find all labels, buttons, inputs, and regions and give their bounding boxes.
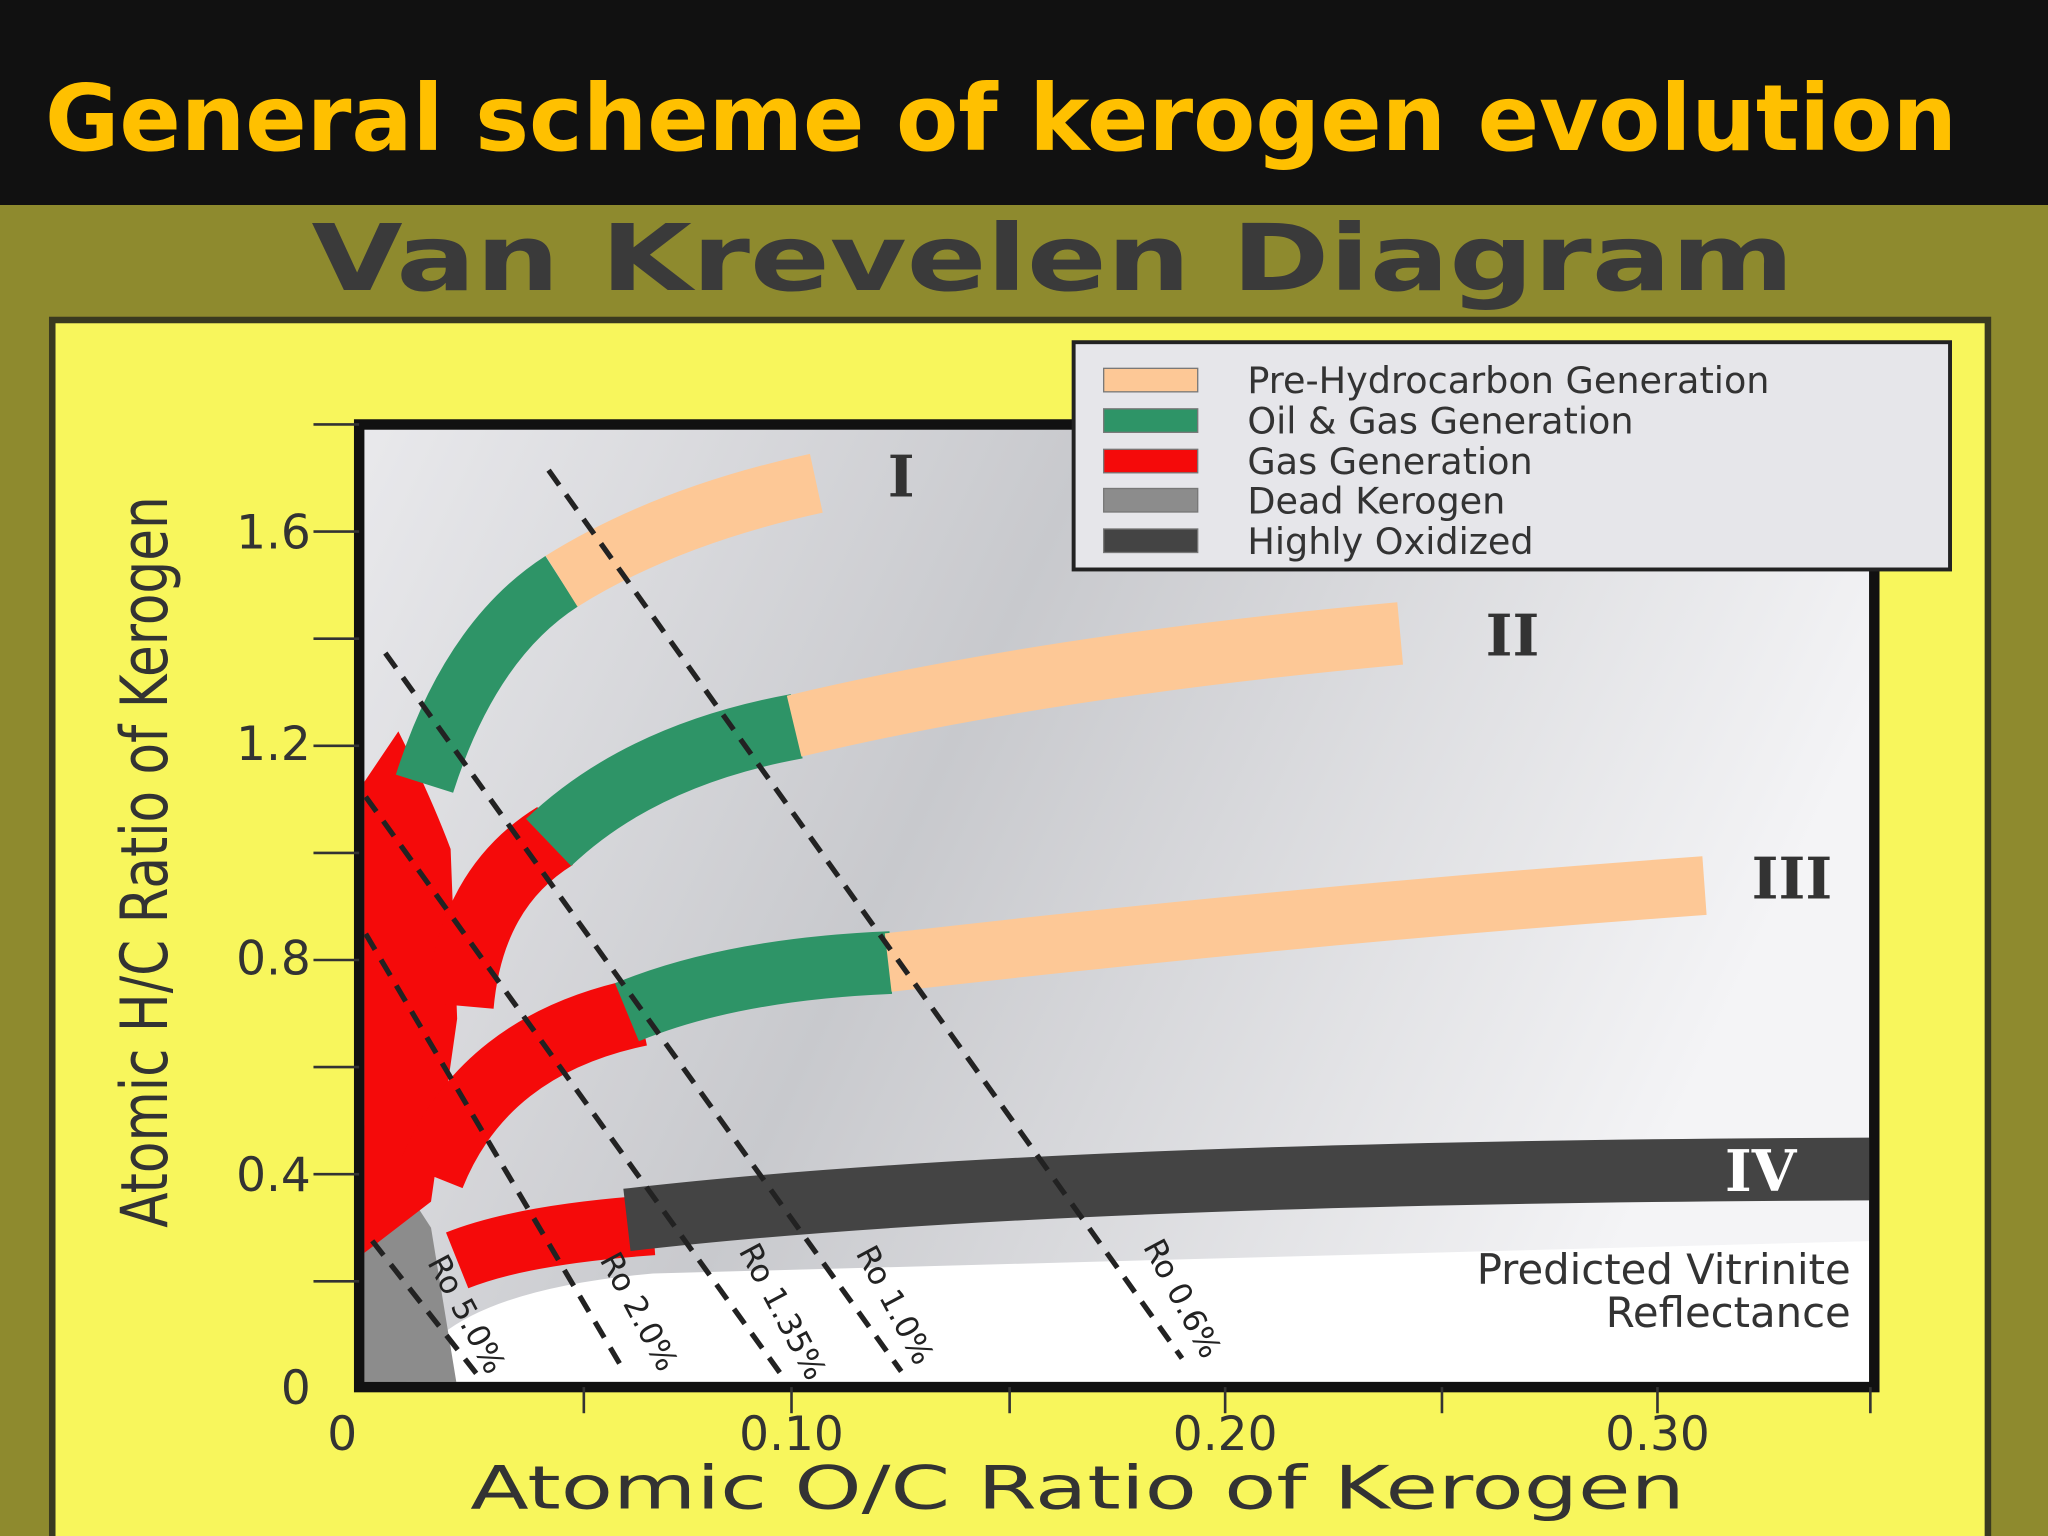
legend-swatch — [1103, 487, 1199, 513]
ro-line — [364, 932, 623, 1367]
y-tick-label: 0 — [281, 1361, 311, 1416]
y-tick-label: 0.8 — [236, 931, 311, 986]
gas-band — [399, 979, 648, 1189]
legend-label: Gas Generation — [1247, 440, 1532, 483]
y-tick-label: 0.4 — [236, 1148, 311, 1203]
legend: Pre-Hydrocarbon Generation Oil & Gas Gen… — [1071, 340, 1952, 572]
diagram: Van Krevelen Diagram — [48, 205, 1992, 1536]
legend-label: Pre-Hydrocarbon Generation — [1247, 359, 1769, 402]
x-tick-label: 0 — [327, 1407, 357, 1462]
white-zone — [406, 1241, 1870, 1382]
ro-line — [383, 651, 904, 1373]
pre-hydrocarbon-band — [545, 453, 823, 607]
oil-gas-band — [395, 555, 579, 793]
y-tick-label: 1.2 — [236, 717, 311, 772]
pre-hydrocarbon-band — [786, 602, 1404, 757]
header-bar — [0, 0, 2048, 205]
legend-swatch — [1103, 528, 1199, 554]
oil-gas-band — [614, 931, 893, 1042]
diagram-title: Van Krevelen Diagram — [312, 205, 1794, 312]
ro-line — [546, 468, 1185, 1360]
type-label: II — [1486, 602, 1540, 670]
type-label: III — [1752, 845, 1833, 913]
legend-label: Oil & Gas Generation — [1247, 400, 1633, 443]
slide-title: General scheme of kerogen evolution — [45, 65, 1957, 172]
x-axis-label: Atomic O/C Ratio of Kerogen — [470, 1454, 1685, 1524]
ticks — [313, 423, 1872, 1414]
oil-gas-band — [526, 694, 803, 867]
annotation: Reflectance — [1606, 1288, 1851, 1337]
legend-box — [1071, 340, 1952, 572]
legend-swatch — [1103, 367, 1199, 393]
legend-label: Highly Oxidized — [1247, 520, 1533, 563]
y-tick-label: 1.6 — [236, 506, 311, 561]
annotation: Predicted Vitrinite — [1477, 1245, 1851, 1294]
type-label: IV — [1725, 1137, 1798, 1205]
type-label: I — [888, 442, 915, 510]
legend-label: Dead Kerogen — [1247, 479, 1505, 522]
oxidized-band — [623, 1137, 1870, 1252]
pre-hydrocarbon-band — [884, 856, 1707, 992]
legend-swatch — [1103, 408, 1199, 433]
x-tick-label: 0.10 — [739, 1407, 844, 1462]
gas-band — [445, 1195, 656, 1289]
x-tick-label: 0.30 — [1605, 1407, 1710, 1462]
x-tick-label: 0.20 — [1173, 1407, 1278, 1462]
y-axis-label: Atomic H/C Ratio of Kerogen — [107, 496, 183, 1227]
legend-swatch — [1103, 448, 1199, 474]
bands — [364, 453, 1870, 1382]
gas-band — [425, 807, 574, 1010]
reflectance-lines — [364, 468, 1185, 1380]
